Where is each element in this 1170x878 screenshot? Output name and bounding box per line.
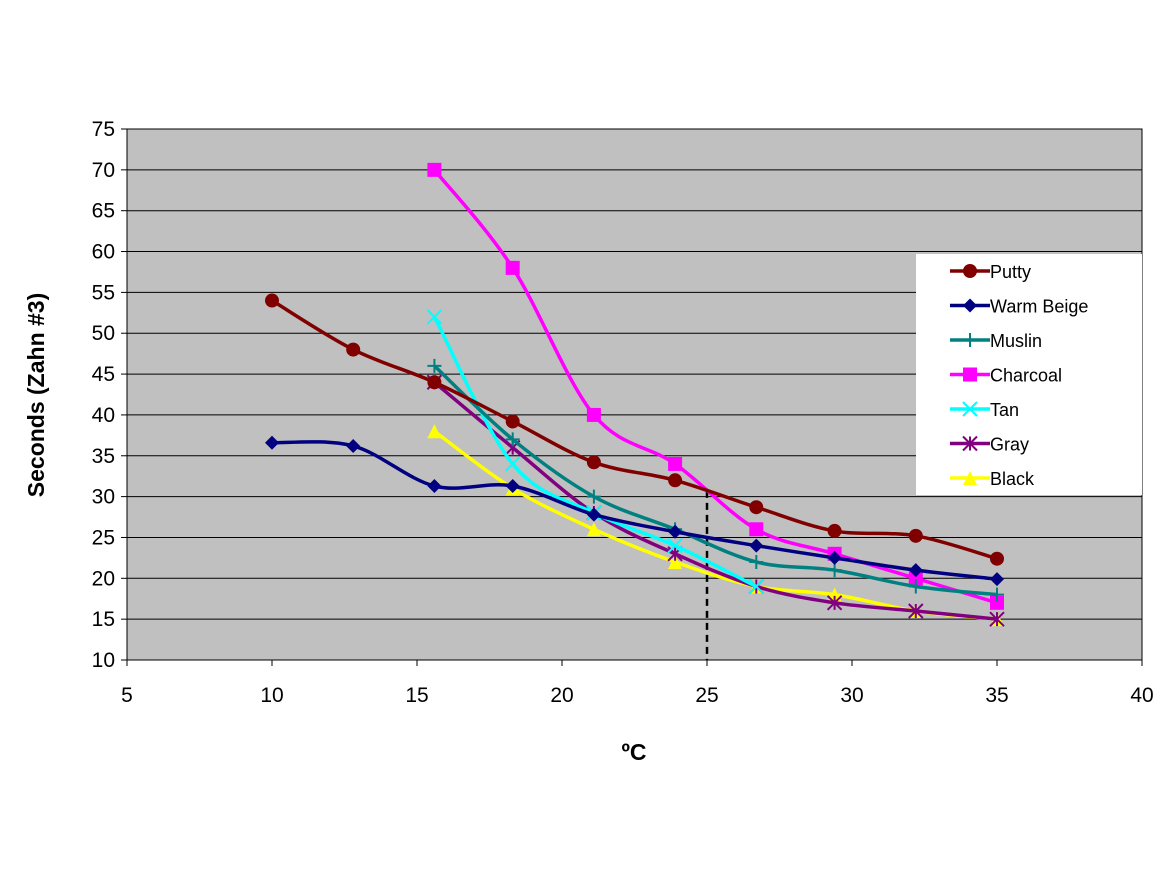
legend-label: Muslin [990, 331, 1042, 351]
series-line [271, 440, 998, 581]
marker-plus [908, 579, 923, 594]
series-group [265, 162, 1005, 660]
marker-plus [427, 358, 442, 373]
legend-item: Tan [950, 400, 1019, 420]
y-tick-label: 70 [92, 159, 115, 182]
marker-circle [827, 523, 842, 538]
marker-square [749, 522, 764, 537]
marker-star [826, 595, 843, 611]
y-tick-label: 35 [92, 445, 115, 468]
series-charcoal [427, 162, 1004, 610]
marker-circle [963, 264, 977, 278]
marker-star [908, 603, 924, 619]
marker-plus [827, 563, 842, 578]
legend-item: Gray [950, 435, 1029, 455]
marker-diamond [908, 563, 923, 578]
marker-star [962, 435, 978, 452]
y-tick-label: 15 [92, 608, 115, 631]
series-warm-beige [265, 435, 1004, 587]
legend-label: Warm Beige [990, 297, 1088, 317]
series-putty [265, 293, 1004, 566]
y-tick-label: 45 [92, 363, 115, 386]
y-tick-label: 75 [92, 118, 115, 141]
legend-item: Muslin [950, 331, 1042, 351]
x-tick-label: 30 [840, 684, 863, 707]
legend-label: Gray [990, 435, 1029, 455]
marker-diamond [827, 550, 842, 565]
marker-square [586, 407, 601, 422]
x-tick-label: 35 [985, 684, 1008, 707]
legend-item: Black [950, 469, 1035, 489]
x-tick-label: 20 [550, 684, 573, 707]
legend-label: Tan [990, 400, 1019, 420]
marker-circle [427, 375, 442, 390]
marker-plus [505, 432, 520, 447]
marker-diamond [346, 438, 361, 453]
y-tick-label: 40 [92, 404, 115, 427]
marker-x [504, 456, 521, 472]
marker-plus [749, 554, 764, 569]
marker-square [505, 260, 520, 275]
marker-square [963, 367, 977, 382]
x-axis-label: ºC [621, 739, 646, 765]
x-tick-label: 10 [260, 684, 283, 707]
y-tick-label: 30 [92, 486, 115, 509]
marker-circle [505, 414, 520, 429]
marker-circle [346, 342, 361, 357]
marker-diamond [265, 435, 279, 450]
y-axis-label: Seconds (Zahn #3) [23, 293, 49, 497]
legend: Putty Warm Beige Muslin Charcoal Tan Gray Blac… [916, 254, 1142, 495]
y-tick-label: 20 [92, 567, 115, 590]
marker-diamond [427, 478, 442, 493]
y-tick-label: 25 [92, 526, 115, 549]
marker-x [962, 401, 978, 417]
marker-plus [963, 333, 977, 347]
x-tick-label: 25 [695, 684, 718, 707]
marker-circle [908, 528, 923, 543]
marker-triangle [427, 424, 442, 439]
marker-square [908, 571, 923, 586]
marker-plus [990, 587, 1004, 602]
marker-square [668, 456, 683, 471]
marker-x [667, 537, 683, 554]
marker-diamond [586, 507, 601, 522]
marker-plus [586, 489, 601, 504]
x-tick-label: 15 [405, 684, 428, 707]
marker-square [990, 595, 1004, 610]
y-tick-label: 60 [92, 241, 115, 264]
marker-triangle [668, 554, 683, 569]
marker-circle [749, 500, 764, 515]
marker-x [748, 578, 765, 595]
axes: 10 15 20 25 30 35 40 45 50 55 60 65 70 75 5 10 15 20 25 30 3… [92, 118, 1154, 707]
marker-triangle [586, 522, 601, 537]
marker-circle [586, 455, 601, 470]
marker-x [426, 309, 443, 325]
marker-circle [990, 551, 1004, 566]
marker-circle [668, 473, 683, 488]
y-tick-label: 10 [92, 649, 115, 672]
legend-item: Warm Beige [950, 297, 1088, 317]
x-tick-label: 5 [121, 684, 133, 707]
marker-diamond [749, 538, 764, 553]
marker-diamond [963, 298, 977, 313]
marker-star [989, 611, 1005, 627]
marker-diamond [505, 478, 520, 493]
marker-circle [265, 293, 279, 308]
marker-diamond [990, 572, 1004, 587]
marker-diamond [668, 524, 683, 539]
y-tick-label: 65 [92, 200, 115, 223]
marker-square [427, 162, 442, 177]
legend-label: Putty [990, 262, 1031, 282]
legend-item: Charcoal [950, 366, 1062, 386]
x-tick-label: 40 [1130, 684, 1153, 707]
marker-triangle [963, 471, 977, 485]
y-tick-label: 55 [92, 281, 115, 304]
legend-item: Putty [950, 262, 1031, 282]
legend-label: Black [990, 469, 1035, 489]
legend-label: Charcoal [990, 366, 1062, 386]
y-tick-label: 50 [92, 322, 115, 345]
series-line [271, 299, 998, 561]
